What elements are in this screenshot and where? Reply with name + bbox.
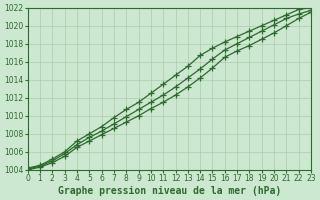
X-axis label: Graphe pression niveau de la mer (hPa): Graphe pression niveau de la mer (hPa) [58,186,281,196]
